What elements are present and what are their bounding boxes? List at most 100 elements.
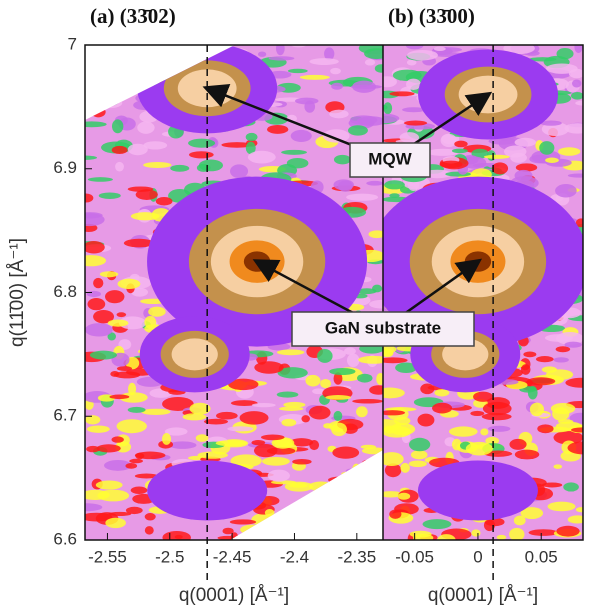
noise xyxy=(389,91,415,97)
noise xyxy=(95,480,123,490)
noise xyxy=(89,350,117,360)
noise xyxy=(251,402,276,408)
noise xyxy=(146,54,177,65)
annotation: MQW xyxy=(368,149,412,168)
noise xyxy=(327,510,356,522)
noise xyxy=(437,534,456,540)
noise xyxy=(289,438,314,447)
noise xyxy=(397,492,411,500)
noise xyxy=(325,395,352,400)
noise xyxy=(369,385,383,395)
noise xyxy=(254,443,278,458)
noise xyxy=(91,106,106,118)
plot-area xyxy=(383,45,583,540)
noise xyxy=(188,138,216,148)
noise xyxy=(503,145,527,158)
noise xyxy=(127,406,146,413)
noise xyxy=(301,415,310,423)
x-tick-label: 0 xyxy=(473,547,482,566)
noise xyxy=(333,372,343,385)
noise xyxy=(383,104,388,110)
noise xyxy=(127,186,154,192)
noise xyxy=(384,180,405,190)
noise xyxy=(341,470,370,477)
noise xyxy=(204,418,228,425)
noise xyxy=(228,378,259,391)
noise xyxy=(283,401,306,408)
noise xyxy=(400,462,410,473)
noise xyxy=(520,507,544,520)
noise xyxy=(162,530,191,540)
noise xyxy=(422,519,452,530)
noise xyxy=(221,142,253,148)
noise xyxy=(346,353,360,368)
noise xyxy=(574,45,583,54)
noise xyxy=(564,341,582,348)
noise xyxy=(328,480,343,491)
noise xyxy=(119,392,148,403)
noise xyxy=(535,356,554,363)
noise xyxy=(266,125,289,134)
noise xyxy=(304,512,330,524)
noise xyxy=(389,509,402,519)
noise xyxy=(349,481,364,494)
noise xyxy=(368,230,383,239)
noise xyxy=(395,362,418,374)
noise xyxy=(240,524,264,535)
noise xyxy=(141,408,171,416)
noise xyxy=(514,137,536,147)
noise xyxy=(333,410,343,421)
noise xyxy=(570,91,583,100)
noise xyxy=(471,148,489,159)
noise xyxy=(168,441,197,449)
noise xyxy=(359,522,383,536)
noise xyxy=(526,377,556,386)
noise xyxy=(87,297,106,311)
noise xyxy=(279,406,304,411)
noise xyxy=(161,432,172,445)
noise xyxy=(345,468,357,474)
x-tick-label: -2.5 xyxy=(155,547,184,566)
noise xyxy=(556,48,574,60)
noise xyxy=(342,508,359,517)
noise xyxy=(85,241,105,254)
noise xyxy=(85,45,112,50)
noise xyxy=(118,316,147,330)
y-tick-label: 6.8 xyxy=(53,282,77,301)
noise xyxy=(553,464,563,469)
noise xyxy=(131,287,149,297)
noise xyxy=(309,440,320,451)
noise xyxy=(393,416,411,426)
noise xyxy=(170,164,190,172)
noise xyxy=(568,68,583,79)
noise xyxy=(432,402,453,414)
noise xyxy=(129,458,143,464)
noise xyxy=(299,74,330,80)
noise xyxy=(417,413,435,427)
noise xyxy=(406,59,417,66)
noise xyxy=(383,357,408,364)
noise xyxy=(509,527,525,540)
noise xyxy=(284,481,314,492)
noise xyxy=(230,400,258,407)
noise xyxy=(484,450,513,457)
x-tick-label: -2.4 xyxy=(280,547,309,566)
noise xyxy=(287,68,308,74)
noise xyxy=(264,508,275,517)
noise xyxy=(87,177,113,182)
noise xyxy=(117,278,141,290)
noise xyxy=(135,452,145,460)
noise xyxy=(547,501,576,512)
noise xyxy=(364,514,383,529)
noise xyxy=(342,479,369,487)
noise xyxy=(540,120,562,126)
noise xyxy=(158,48,172,61)
peak-contour xyxy=(171,338,218,371)
noise xyxy=(575,507,583,513)
noise xyxy=(465,441,493,456)
noise xyxy=(320,378,332,389)
noise xyxy=(125,462,138,469)
noise xyxy=(356,478,383,487)
noise xyxy=(399,132,420,143)
noise xyxy=(317,349,333,363)
